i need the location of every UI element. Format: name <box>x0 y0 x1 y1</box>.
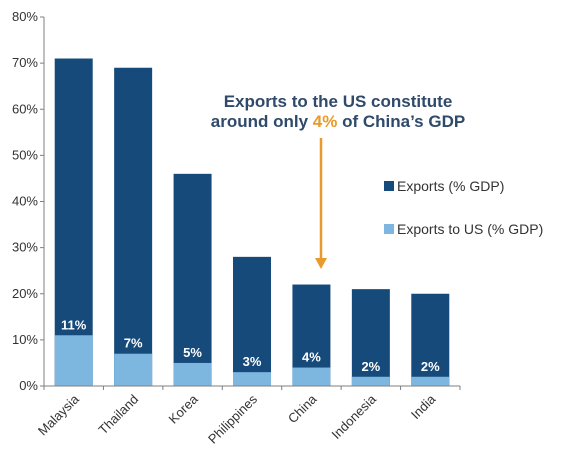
y-tick-label: 30% <box>12 240 38 255</box>
data-label: 11% <box>61 317 87 332</box>
bar-exports <box>54 58 93 386</box>
bar-exports <box>411 293 450 386</box>
data-label: 2% <box>361 359 380 374</box>
legend-label-exports: Exports (% GDP) <box>397 178 504 194</box>
x-tick-label: Thailand <box>95 392 141 438</box>
y-tick-label: 10% <box>12 332 38 347</box>
annotation-arrow-head <box>315 258 327 269</box>
bar-exports-to-us <box>233 372 271 386</box>
y-tick-label: 80% <box>12 9 38 24</box>
data-label: 4% <box>302 350 321 365</box>
y-tick-label: 0% <box>19 378 38 393</box>
data-label: 5% <box>183 345 202 360</box>
data-label: 3% <box>243 354 262 369</box>
y-tick-label: 50% <box>12 147 38 162</box>
y-tick-label: 40% <box>12 194 38 209</box>
legend: Exports (% GDP) Exports to US (% GDP) <box>384 178 543 237</box>
bar-exports-to-us <box>411 376 450 386</box>
annotation-line-1: Exports to the US constitute <box>224 92 453 111</box>
bar-exports <box>351 289 390 386</box>
bars <box>54 58 450 387</box>
x-tick-label: China <box>285 391 320 426</box>
data-labels: 11% 7% 5% 3% 4% 2% 2% <box>61 317 440 374</box>
bar-exports-to-us <box>351 376 390 386</box>
annotation-highlight: 4% <box>313 112 338 131</box>
x-axis: Malaysia Thailand Korea Philippines China Ind… <box>35 385 461 447</box>
annotation-line-2-prefix: around only <box>211 112 313 131</box>
bar-exports <box>233 256 271 386</box>
y-tick-label: 60% <box>12 101 38 116</box>
y-tick-label: 20% <box>12 286 38 301</box>
y-tick-label: 70% <box>12 55 38 70</box>
annotation-line-2-suffix: of China’s GDP <box>337 112 465 131</box>
x-tick-label: Malaysia <box>35 391 82 438</box>
data-label: 7% <box>124 336 143 351</box>
y-axis: 0% 10% 20% 30% 40% 50% 60% 70% 80% <box>12 9 45 393</box>
annotation-line-2: around only 4% of China’s GDP <box>211 112 465 131</box>
x-tick-label: India <box>408 391 439 422</box>
legend-swatch-exports <box>384 181 394 191</box>
bar-exports-to-us <box>173 362 212 386</box>
bar-exports-to-us <box>292 367 331 386</box>
legend-swatch-exports-to-us <box>384 224 394 234</box>
bar-exports <box>114 67 153 387</box>
x-tick-label: Philippines <box>205 391 260 446</box>
x-tick-label: Indonesia <box>328 391 379 442</box>
bar-exports-to-us <box>54 335 93 386</box>
legend-label-exports-to-us: Exports to US (% GDP) <box>397 221 543 237</box>
bar-exports-to-us <box>114 353 153 386</box>
annotation: Exports to the US constitute around only… <box>211 92 465 269</box>
x-tick-label: Korea <box>166 391 202 427</box>
bar-exports <box>173 173 212 386</box>
data-label: 2% <box>421 359 440 374</box>
